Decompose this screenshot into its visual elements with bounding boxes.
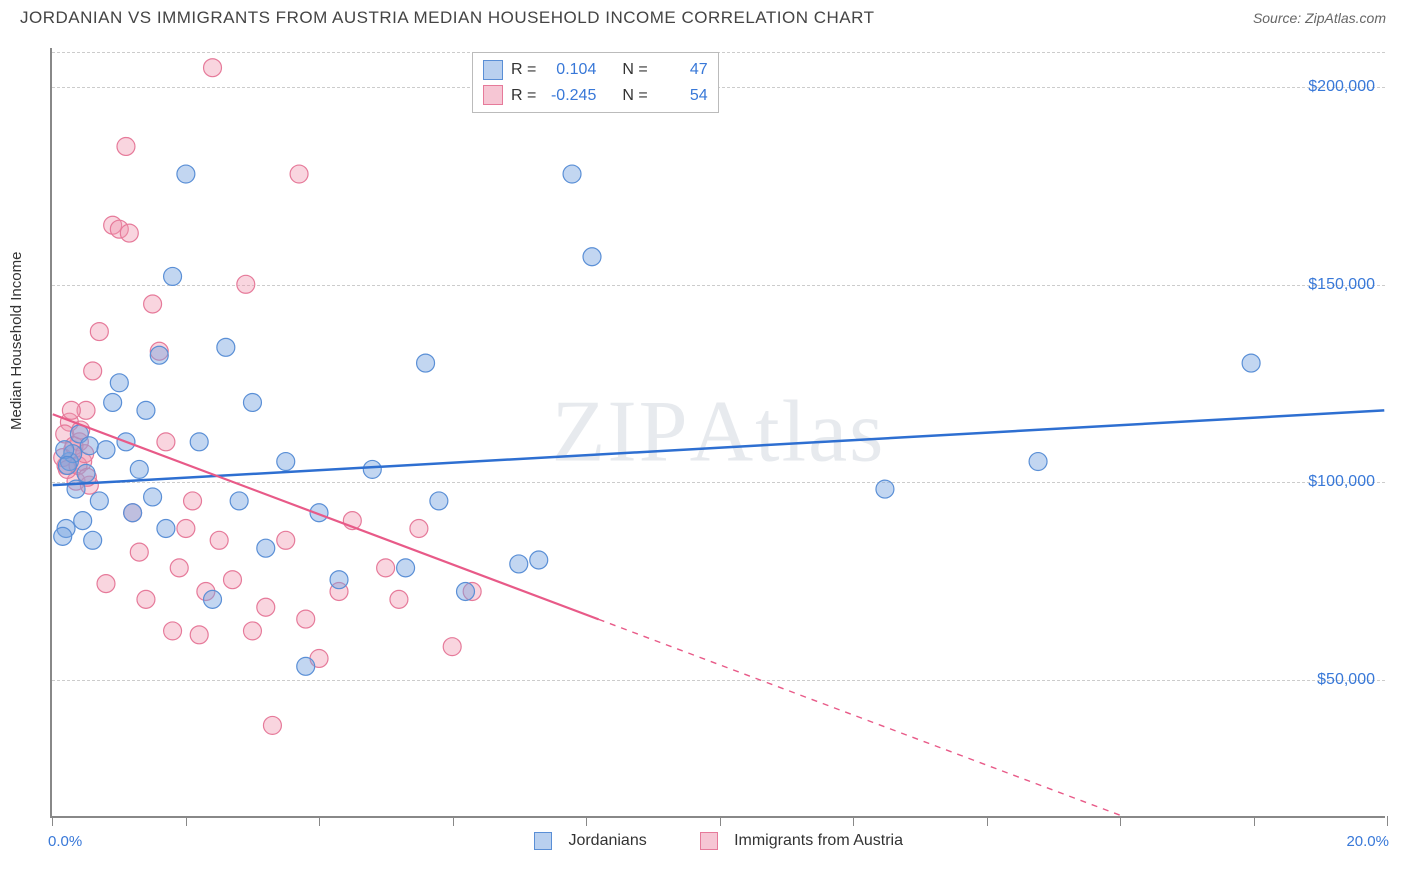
data-point [1029,453,1047,471]
data-point [157,433,175,451]
data-point [457,583,475,601]
legend-row-jordanians: R = 0.104 N = 47 [483,57,708,83]
data-point [90,492,108,510]
data-point [397,559,415,577]
data-point [164,622,182,640]
series-legend: Jordanians Immigrants from Austria [52,832,1385,850]
trend-line-extrapolated [599,619,1385,816]
data-point [97,575,115,593]
data-point [80,437,98,455]
scatter-svg [52,48,1385,816]
data-point [204,590,222,608]
correlation-legend: R = 0.104 N = 47 R = -0.245 N = 54 [472,52,719,113]
data-point [144,488,162,506]
data-point [97,441,115,459]
n-label: N = [622,57,647,83]
data-point [257,539,275,557]
data-point [184,492,202,510]
chart-title: JORDANIAN VS IMMIGRANTS FROM AUSTRIA MED… [20,8,874,28]
data-point [363,460,381,478]
data-point [257,598,275,616]
r-label: R = [511,83,536,109]
data-point [110,374,128,392]
data-point [277,531,295,549]
data-point [104,393,122,411]
data-point [224,571,242,589]
swatch-austria-icon [700,832,718,850]
data-point [58,457,76,475]
data-point [217,338,235,356]
data-point [410,520,428,538]
data-point [430,492,448,510]
data-point [417,354,435,372]
data-point [510,555,528,573]
data-point [443,638,461,656]
r-label: R = [511,57,536,83]
data-point [77,464,95,482]
swatch-jordanians-icon [534,832,552,850]
y-axis-label: Median Household Income [8,252,25,430]
data-point [170,559,188,577]
data-point [243,393,261,411]
legend-label: Immigrants from Austria [734,832,903,849]
data-point [204,59,222,77]
data-point [330,571,348,589]
data-point [297,657,315,675]
data-point [563,165,581,183]
r-value: -0.245 [544,83,596,109]
data-point [90,323,108,341]
plot-area: ZIPAtlas $50,000$100,000$150,000$200,000… [50,48,1385,818]
data-point [243,622,261,640]
swatch-austria [483,85,503,105]
data-point [130,543,148,561]
data-point [84,531,102,549]
data-point [137,401,155,419]
legend-row-austria: R = -0.245 N = 54 [483,83,708,109]
data-point [377,559,395,577]
data-point [130,460,148,478]
data-point [137,590,155,608]
data-point [190,433,208,451]
data-point [144,295,162,313]
data-point [117,137,135,155]
data-point [230,492,248,510]
legend-label: Jordanians [568,832,646,849]
data-point [62,401,80,419]
data-point [583,248,601,266]
data-point [297,610,315,628]
data-point [390,590,408,608]
data-point [150,346,168,364]
data-point [177,165,195,183]
data-point [190,626,208,644]
n-label: N = [622,83,647,109]
data-point [210,531,228,549]
data-point [277,453,295,471]
data-point [124,504,142,522]
chart-header: JORDANIAN VS IMMIGRANTS FROM AUSTRIA MED… [0,0,1406,32]
chart-source: Source: ZipAtlas.com [1253,10,1386,26]
data-point [84,362,102,380]
data-point [120,224,138,242]
data-point [54,527,72,545]
data-point [237,275,255,293]
n-value: 54 [656,83,708,109]
swatch-jordanians [483,60,503,80]
r-value: 0.104 [544,57,596,83]
data-point [530,551,548,569]
data-point [56,441,74,459]
data-point [74,512,92,530]
data-point [164,267,182,285]
n-value: 47 [656,57,708,83]
trend-line [53,410,1385,485]
data-point [876,480,894,498]
data-point [263,716,281,734]
data-point [1242,354,1260,372]
data-point [177,520,195,538]
data-point [290,165,308,183]
data-point [157,520,175,538]
